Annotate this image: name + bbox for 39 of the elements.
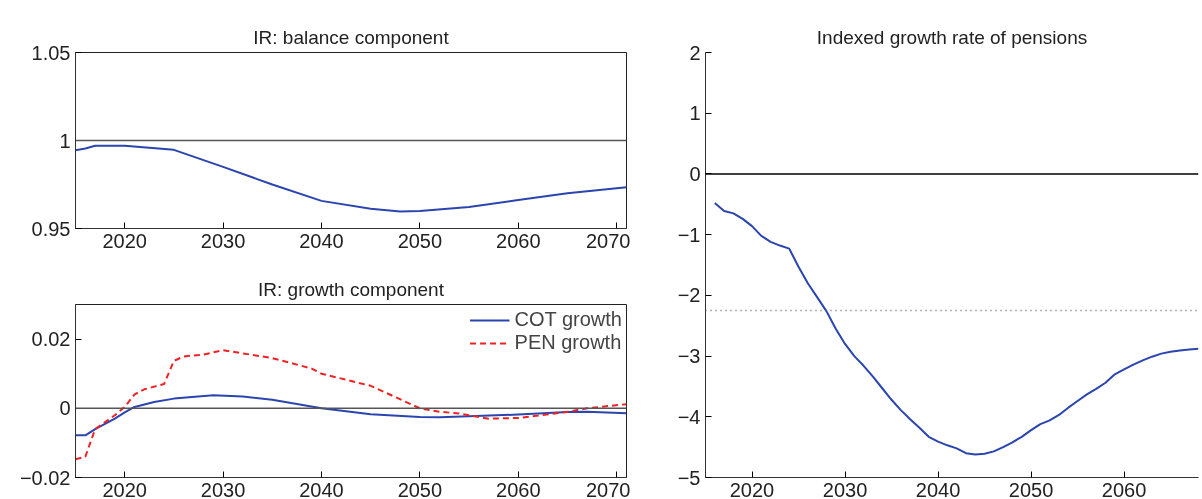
y-tick-label: −5 (677, 466, 701, 489)
x-tick-label: 2020 (102, 229, 147, 252)
x-tick-label: 2070 (586, 229, 631, 252)
y-tick-label: −2 (677, 284, 701, 307)
x-tick-label: 2030 (200, 478, 246, 499)
y-tick-label: −0.02 (19, 466, 71, 489)
y-tick-label: 1 (59, 129, 71, 152)
x-tick-label: 2060 (496, 229, 541, 252)
x-tick-label: 2050 (397, 478, 443, 499)
y-tick-label: −3 (677, 345, 701, 368)
chart-title: Indexed growth rate of pensions (816, 26, 1088, 48)
y-tick-label: 0.02 (31, 328, 71, 351)
legend-label: COT growth (514, 308, 622, 331)
x-tick-label: 2030 (200, 229, 246, 252)
y-tick-label: −1 (677, 223, 701, 246)
x-tick-label: 2050 (1008, 478, 1054, 499)
legend-label: PEN growth (514, 331, 622, 354)
y-tick-label: 0 (689, 162, 701, 185)
x-tick-label: 2060 (496, 478, 541, 499)
x-tick-label: 2050 (397, 229, 443, 252)
y-tick-label: 0.95 (31, 217, 71, 240)
chart-title: IR: balance component (253, 26, 450, 48)
x-tick-label: 2070 (586, 478, 631, 499)
x-tick-label: 2020 (729, 478, 775, 499)
y-tick-label: 1.05 (31, 41, 71, 64)
line-series (75, 394, 627, 437)
x-tick-label: 2030 (822, 478, 868, 499)
line-series (713, 202, 1199, 456)
y-tick-label: 0 (59, 397, 71, 420)
y-tick-label: 1 (689, 102, 701, 125)
y-tick-label: −4 (677, 405, 701, 428)
line-series (75, 144, 627, 213)
chart-title: IR: growth component (258, 278, 445, 300)
x-tick-label: 2040 (915, 478, 961, 499)
x-tick-label: 2040 (299, 229, 344, 252)
x-tick-label: 2060 (1101, 478, 1147, 499)
y-tick-label: 2 (689, 41, 701, 64)
x-tick-label: 2040 (299, 478, 344, 499)
x-tick-label: 2020 (102, 478, 147, 499)
